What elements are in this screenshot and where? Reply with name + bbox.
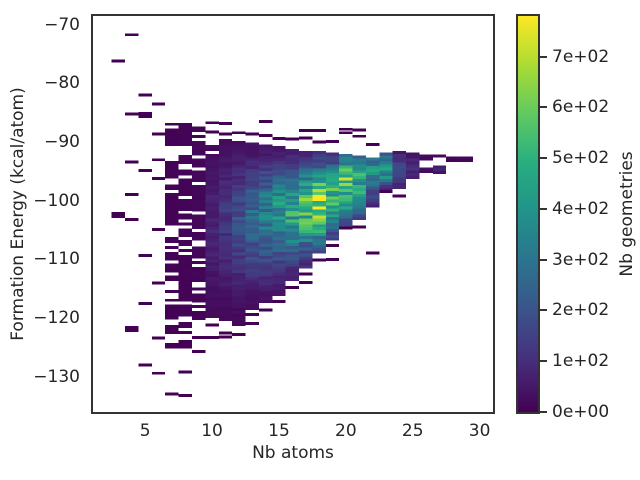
x-tick-label: 15 [268, 421, 290, 441]
y-tick-label: −100 [33, 190, 80, 211]
colorbar-tick-label: 1e+02 [552, 351, 610, 372]
y-axis-label: Formation Energy (kcal/atom) [8, 87, 28, 341]
colorbar-tick-label: 6e+02 [552, 97, 610, 118]
y-tick-label: −80 [44, 73, 80, 94]
x-tick-label: 25 [401, 421, 424, 441]
x-axis-label: Nb atoms [252, 443, 334, 463]
colorbar-tick-mark [540, 309, 547, 312]
colorbar-tick-mark [540, 360, 547, 363]
colorbar-tick-label: 7e+02 [552, 46, 610, 67]
x-tick-label: 30 [468, 421, 491, 441]
x-tick-label: 5 [139, 421, 151, 441]
colorbar-tick-label: 0e+00 [552, 402, 610, 422]
x-tick-label: 10 [201, 421, 223, 441]
y-tick-label: −110 [33, 249, 80, 270]
y-tick-label: −70 [44, 14, 80, 35]
colorbar-tick-mark [540, 207, 547, 210]
colorbar-gradient [518, 16, 538, 412]
colorbar-tick-mark [540, 157, 547, 160]
colorbar-tick-mark [540, 411, 547, 413]
heatmap-canvas [93, 16, 493, 412]
colorbar-tick-label: 4e+02 [552, 198, 610, 219]
colorbar-label: Nb geometries [617, 151, 637, 277]
colorbar-tick-mark [540, 258, 547, 261]
y-tick-label: −90 [44, 132, 80, 153]
colorbar [516, 14, 540, 414]
y-tick-label: −120 [33, 308, 80, 329]
colorbar-tick-label: 3e+02 [552, 249, 610, 270]
colorbar-tick-mark [540, 55, 547, 58]
colorbar-tick-label: 2e+02 [552, 300, 610, 321]
colorbar-tick-label: 5e+02 [552, 148, 610, 169]
colorbar-tick-mark [540, 106, 547, 109]
y-tick-label: −130 [33, 366, 80, 387]
x-tick-label: 20 [335, 421, 357, 441]
